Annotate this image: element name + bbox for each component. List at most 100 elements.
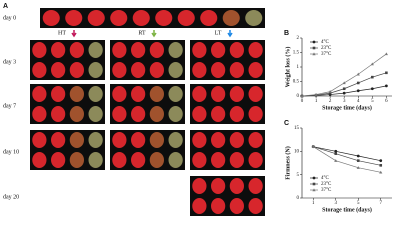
y-tick-label: 5 xyxy=(297,173,300,178)
strawberry xyxy=(51,152,66,168)
point xyxy=(312,40,316,44)
strawberry xyxy=(132,10,150,26)
strawberry xyxy=(32,132,47,148)
x-tick-label: 2 xyxy=(329,99,332,104)
row-label: day 3 xyxy=(3,59,16,65)
x-axis-label: Storage time (days) xyxy=(322,104,372,111)
strawberry xyxy=(69,62,84,78)
x-tick-label: 7 xyxy=(380,201,383,206)
strawberry xyxy=(229,42,244,58)
strawberry xyxy=(192,152,207,168)
strawberry xyxy=(112,62,127,78)
strawberry xyxy=(248,62,263,78)
strawberry xyxy=(131,62,146,78)
legend-label: 4°C xyxy=(321,176,329,181)
strawberry xyxy=(168,42,183,58)
y-tick-label: 15 xyxy=(294,126,300,131)
panel-label: A xyxy=(3,3,8,10)
point xyxy=(384,84,388,88)
strawberry xyxy=(149,42,164,58)
x-tick-label: 5 xyxy=(371,99,374,104)
strawberry xyxy=(42,10,60,26)
line xyxy=(313,146,381,162)
x-tick-label: 3 xyxy=(343,99,346,104)
legend-label: 23°C xyxy=(321,182,332,187)
x-tick-label: 0 xyxy=(301,99,304,104)
strawberry xyxy=(211,86,226,102)
strawberry xyxy=(222,10,240,26)
strawberry xyxy=(248,132,263,148)
strawberry xyxy=(112,86,127,102)
strawberry xyxy=(192,86,207,102)
strawberry xyxy=(211,152,226,168)
strawberry xyxy=(88,132,103,148)
strawberry xyxy=(200,10,218,26)
axis xyxy=(301,128,392,199)
figure: A day 0 day 3 day 7 day 10 day 20 HT RT … xyxy=(3,3,392,216)
x-tick-label: 3 xyxy=(335,201,338,206)
x-axis-label: Storage time (days) xyxy=(322,206,372,213)
strawberry xyxy=(149,106,164,122)
strawberry xyxy=(69,86,84,102)
strawberry xyxy=(65,10,83,26)
point xyxy=(356,89,360,93)
strawberry xyxy=(211,198,226,214)
y-tick-label: 1 xyxy=(297,65,300,70)
strawberry xyxy=(229,152,244,168)
legend-label: 37°C xyxy=(321,52,332,57)
point xyxy=(342,81,346,85)
strawberry xyxy=(229,198,244,214)
strawberry xyxy=(192,198,207,214)
strawberry xyxy=(149,152,164,168)
point xyxy=(312,46,316,50)
y-axis-label: Weight loss (%) xyxy=(284,47,291,88)
strawberry xyxy=(88,86,103,102)
line xyxy=(313,146,381,173)
strawberry xyxy=(211,42,226,58)
point xyxy=(356,154,360,158)
strawberry xyxy=(248,198,263,214)
strawberry xyxy=(211,62,226,78)
strawberry xyxy=(168,62,183,78)
strawberry xyxy=(88,42,103,58)
point xyxy=(385,71,388,75)
y-tick-label: 0 xyxy=(297,196,300,201)
strawberry xyxy=(211,132,226,148)
point xyxy=(379,159,383,163)
strawberry xyxy=(131,152,146,168)
strawberry xyxy=(69,152,84,168)
strawberry xyxy=(229,106,244,122)
strawberry xyxy=(211,178,226,194)
point xyxy=(328,90,332,93)
strawberry xyxy=(112,106,127,122)
strawberry xyxy=(88,62,103,78)
point xyxy=(334,159,338,162)
x-tick-label: 1 xyxy=(315,99,318,104)
y-tick-label: 10 xyxy=(294,149,300,154)
point xyxy=(342,91,346,95)
photo-panel xyxy=(30,8,265,216)
point xyxy=(312,52,316,56)
strawberry xyxy=(32,106,47,122)
strawberry xyxy=(131,86,146,102)
strawberry xyxy=(229,86,244,102)
strawberry xyxy=(149,86,164,102)
x-tick-label: 4 xyxy=(357,99,360,104)
strawberry xyxy=(192,42,207,58)
strawberry xyxy=(229,178,244,194)
strawberry xyxy=(168,152,183,168)
strawberry xyxy=(51,86,66,102)
legend-label: 23°C xyxy=(321,46,332,51)
x-tick-label: 1 xyxy=(312,201,315,206)
point xyxy=(356,166,360,169)
strawberry xyxy=(192,132,207,148)
strawberry xyxy=(248,42,263,58)
row-label: day 10 xyxy=(3,149,19,155)
y-tick-label: 0 xyxy=(297,94,300,99)
strawberry xyxy=(155,10,173,26)
x-tick-label: 6 xyxy=(385,99,388,104)
legend-label: 37°C xyxy=(321,188,332,193)
strawberry xyxy=(192,178,207,194)
strawberry xyxy=(32,62,47,78)
strawberry xyxy=(168,132,183,148)
